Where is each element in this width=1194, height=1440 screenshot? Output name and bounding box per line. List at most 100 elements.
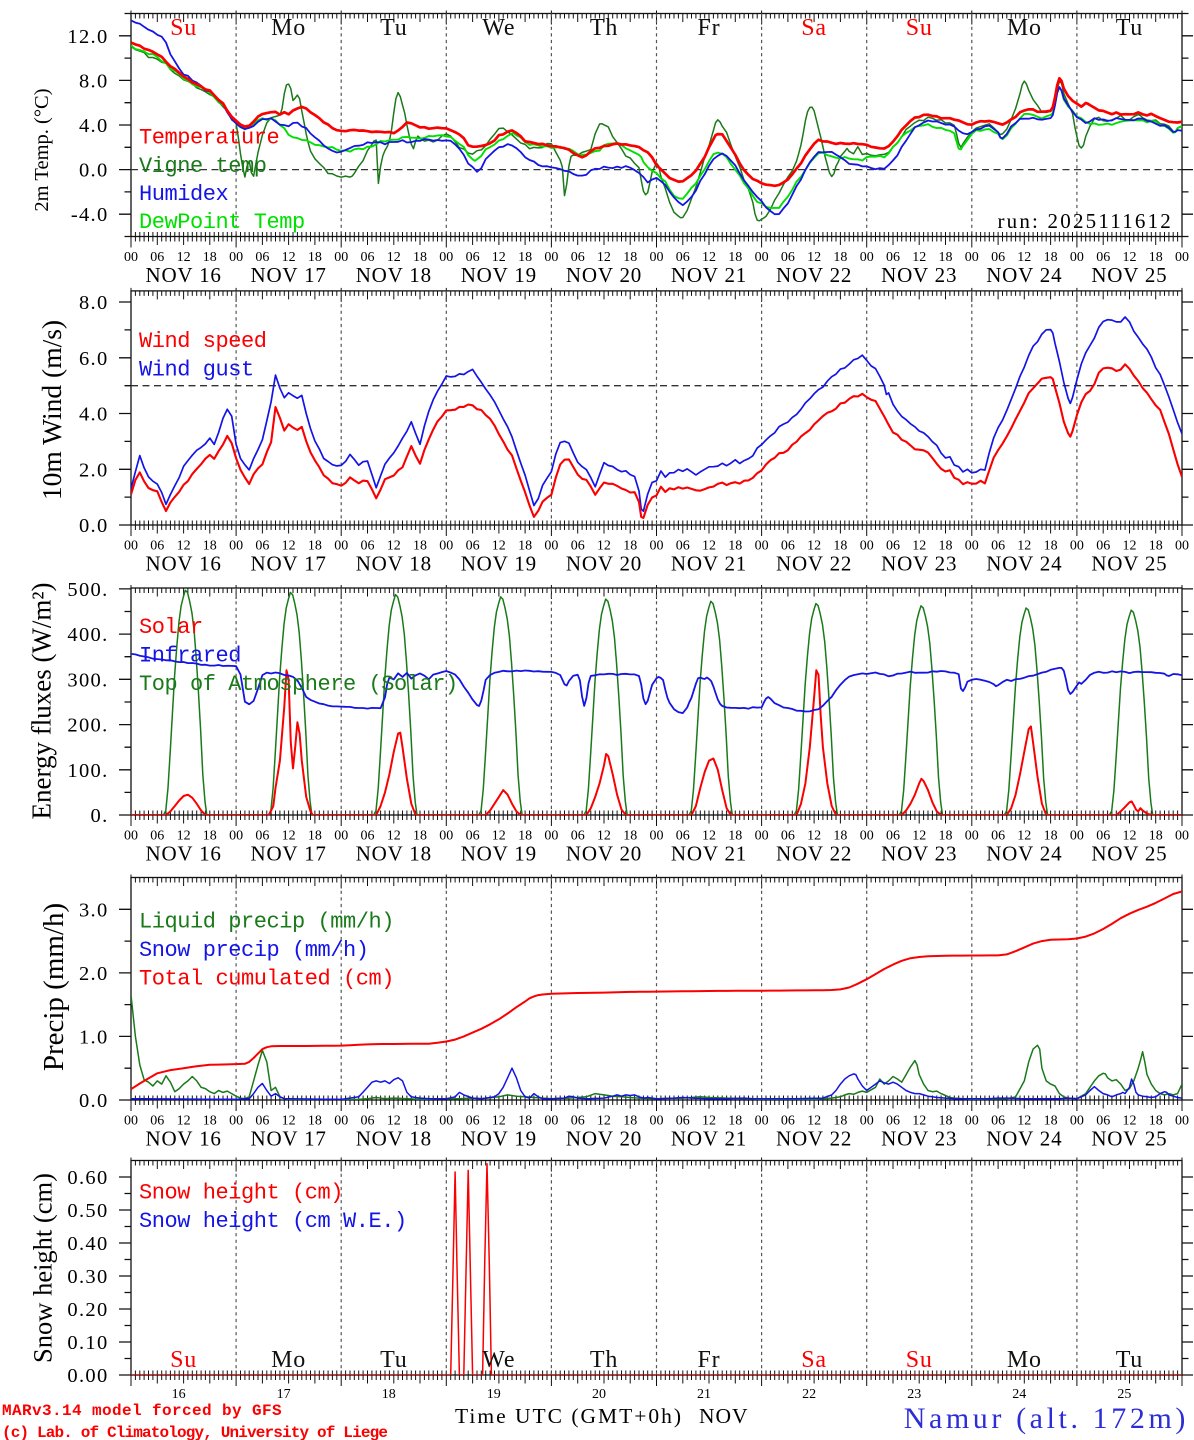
svg-text:Tu: Tu [1116, 1347, 1143, 1373]
svg-text:NOV 16: NOV 16 [146, 842, 222, 866]
svg-text:12: 12 [282, 829, 296, 844]
svg-text:06: 06 [361, 539, 375, 554]
svg-text:0.: 0. [91, 805, 109, 827]
svg-text:NOV 18: NOV 18 [356, 263, 432, 287]
svg-text:18: 18 [728, 539, 742, 554]
svg-text:0.0: 0.0 [79, 160, 109, 182]
svg-text:12: 12 [1123, 1114, 1137, 1129]
svg-text:00: 00 [334, 539, 348, 554]
svg-text:12: 12 [1017, 250, 1031, 265]
svg-text:MARv3.14 model forced by GFS: MARv3.14 model forced by GFS [2, 1402, 282, 1420]
svg-text:00: 00 [650, 539, 664, 554]
svg-text:18: 18 [382, 1387, 396, 1402]
svg-text:18: 18 [518, 539, 532, 554]
svg-text:12: 12 [702, 1114, 716, 1129]
svg-text:3.0: 3.0 [79, 899, 109, 921]
svg-text:18: 18 [413, 539, 427, 554]
svg-text:0.40: 0.40 [67, 1233, 108, 1255]
svg-text:06: 06 [781, 250, 795, 265]
svg-text:06: 06 [1096, 250, 1110, 265]
svg-text:500.: 500. [67, 579, 108, 601]
svg-text:0.60: 0.60 [67, 1167, 108, 1189]
svg-text:18: 18 [939, 250, 953, 265]
svg-text:We: We [482, 1347, 515, 1373]
svg-text:18: 18 [833, 250, 847, 265]
svg-text:00: 00 [334, 250, 348, 265]
svg-text:Snow height (cm W.E.): Snow height (cm W.E.) [139, 1209, 407, 1234]
svg-text:-4.0: -4.0 [71, 204, 109, 226]
svg-text:12: 12 [702, 539, 716, 554]
svg-text:Total cumulated (cm): Total cumulated (cm) [139, 967, 394, 992]
svg-text:00: 00 [544, 1114, 558, 1129]
svg-text:Sa: Sa [801, 15, 827, 41]
svg-text:18: 18 [413, 250, 427, 265]
svg-text:12.0: 12.0 [67, 26, 108, 48]
svg-text:00: 00 [650, 1114, 664, 1129]
svg-text:400.: 400. [67, 624, 108, 646]
svg-text:00: 00 [229, 1114, 243, 1129]
svg-text:Th: Th [590, 1347, 618, 1373]
svg-text:18: 18 [203, 539, 217, 554]
svg-text:18: 18 [833, 539, 847, 554]
svg-text:18: 18 [1149, 539, 1163, 554]
svg-text:18: 18 [308, 829, 322, 844]
svg-text:18: 18 [728, 1114, 742, 1129]
svg-text:NOV 16: NOV 16 [146, 1127, 222, 1151]
svg-text:18: 18 [1044, 1114, 1058, 1129]
svg-text:00: 00 [229, 539, 243, 554]
svg-text:NOV 16: NOV 16 [146, 552, 222, 576]
svg-text:NOV 19: NOV 19 [461, 263, 537, 287]
svg-text:NOV 19: NOV 19 [461, 842, 537, 866]
svg-text:00: 00 [229, 829, 243, 844]
svg-text:06: 06 [991, 250, 1005, 265]
svg-text:NOV 22: NOV 22 [776, 552, 852, 576]
svg-text:06: 06 [1096, 1114, 1110, 1129]
svg-text:NOV 24: NOV 24 [986, 552, 1062, 576]
svg-text:12: 12 [912, 539, 926, 554]
svg-text:NOV 25: NOV 25 [1091, 263, 1167, 287]
svg-text:06: 06 [1096, 539, 1110, 554]
svg-text:12: 12 [1017, 539, 1031, 554]
svg-text:00: 00 [965, 829, 979, 844]
svg-text:06: 06 [676, 1114, 690, 1129]
svg-text:06: 06 [255, 829, 269, 844]
svg-text:18: 18 [728, 250, 742, 265]
svg-text:00: 00 [544, 250, 558, 265]
svg-text:06: 06 [150, 539, 164, 554]
svg-text:00: 00 [124, 829, 138, 844]
svg-text:NOV 18: NOV 18 [356, 552, 432, 576]
svg-text:00: 00 [755, 1114, 769, 1129]
svg-text:NOV 17: NOV 17 [251, 1127, 327, 1151]
svg-text:06: 06 [781, 539, 795, 554]
svg-text:00: 00 [860, 829, 874, 844]
svg-text:00: 00 [755, 539, 769, 554]
svg-text:NOV 24: NOV 24 [986, 263, 1062, 287]
svg-text:06: 06 [571, 539, 585, 554]
svg-text:00: 00 [1070, 829, 1084, 844]
svg-text:Top of Atmosphere (Solar): Top of Atmosphere (Solar) [139, 672, 458, 697]
svg-text:12: 12 [492, 1114, 506, 1129]
svg-text:12: 12 [387, 539, 401, 554]
svg-text:06: 06 [361, 250, 375, 265]
svg-text:00: 00 [544, 539, 558, 554]
svg-text:NOV 21: NOV 21 [671, 842, 747, 866]
svg-text:12: 12 [702, 829, 716, 844]
svg-text:Tu: Tu [380, 1347, 407, 1373]
svg-text:06: 06 [361, 829, 375, 844]
svg-text:Sa: Sa [801, 1347, 827, 1373]
svg-text:06: 06 [255, 539, 269, 554]
svg-text:12: 12 [912, 829, 926, 844]
svg-text:00: 00 [650, 829, 664, 844]
svg-text:00: 00 [755, 829, 769, 844]
svg-text:DewPoint Temp: DewPoint Temp [139, 210, 305, 235]
svg-text:(c) Lab. of Climatology, Unive: (c) Lab. of Climatology, University of L… [2, 1424, 387, 1440]
svg-text:We: We [482, 15, 515, 41]
svg-text:Energy fluxes (W/m²): Energy fluxes (W/m²) [27, 582, 57, 819]
svg-text:Su: Su [906, 1347, 933, 1373]
svg-text:12: 12 [387, 829, 401, 844]
svg-text:4.0: 4.0 [79, 404, 109, 426]
svg-text:Wind speed: Wind speed [139, 329, 267, 354]
svg-text:06: 06 [255, 1114, 269, 1129]
svg-text:12: 12 [1017, 1114, 1031, 1129]
svg-text:06: 06 [361, 1114, 375, 1129]
